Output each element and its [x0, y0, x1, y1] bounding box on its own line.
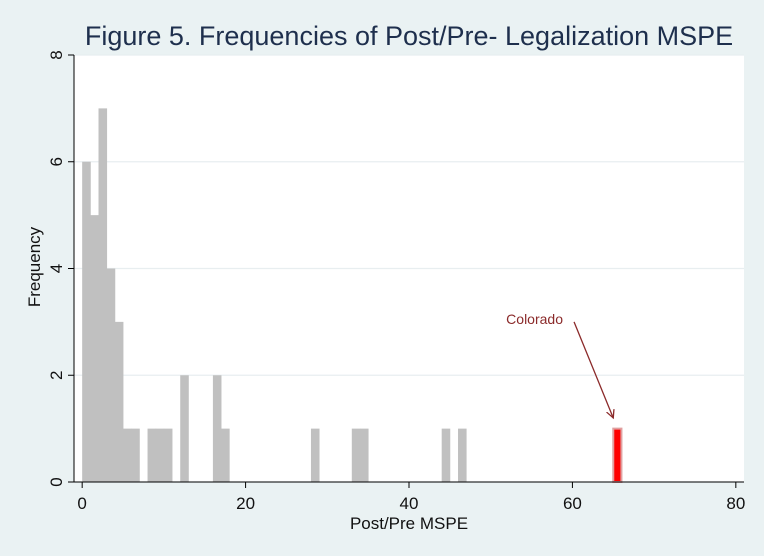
y-tick-label: 8 — [47, 50, 66, 59]
histogram-bar — [106, 268, 116, 482]
y-tick-label: 0 — [47, 477, 66, 486]
histogram-bars — [82, 108, 623, 483]
histogram-bar — [163, 428, 173, 482]
histogram-bar — [458, 428, 467, 482]
histogram-bar — [131, 428, 140, 482]
histogram-bar — [123, 428, 132, 482]
histogram-bar — [310, 428, 320, 482]
histogram-bar — [441, 428, 451, 482]
histogram-bar — [98, 108, 108, 482]
histogram-bar-highlight — [612, 427, 623, 483]
x-tick-label: 60 — [563, 494, 582, 513]
chart-title: Figure 5. Frequencies of Post/Pre- Legal… — [85, 21, 733, 51]
x-tick-label: 80 — [726, 494, 745, 513]
x-ticks: 0 20 40 60 80 — [77, 482, 745, 513]
histogram-bar — [82, 161, 91, 482]
x-tick-label: 0 — [77, 494, 86, 513]
histogram-bar — [155, 428, 165, 482]
y-ticks: 0 2 4 6 8 — [47, 50, 74, 487]
histogram-bar — [359, 428, 369, 482]
colorado-annotation: Colorado — [506, 311, 613, 418]
annotation-label: Colorado — [506, 311, 563, 327]
y-tick-label: 6 — [47, 157, 66, 166]
histogram-bar — [351, 428, 361, 482]
x-axis-title: Post/Pre MSPE — [350, 514, 468, 533]
x-tick-label: 40 — [400, 494, 419, 513]
histogram-bar — [180, 375, 189, 482]
y-tick-label: 4 — [47, 264, 66, 273]
y-tick-label: 2 — [47, 371, 66, 380]
annotation-arrow — [573, 321, 613, 418]
histogram-bar — [114, 321, 124, 482]
histogram-bar — [212, 375, 222, 482]
histogram-bar — [147, 428, 157, 482]
x-tick-label: 20 — [236, 494, 255, 513]
y-axis-title: Frequency — [25, 226, 44, 307]
histogram-bar — [90, 215, 99, 482]
histogram-bar — [221, 428, 230, 482]
